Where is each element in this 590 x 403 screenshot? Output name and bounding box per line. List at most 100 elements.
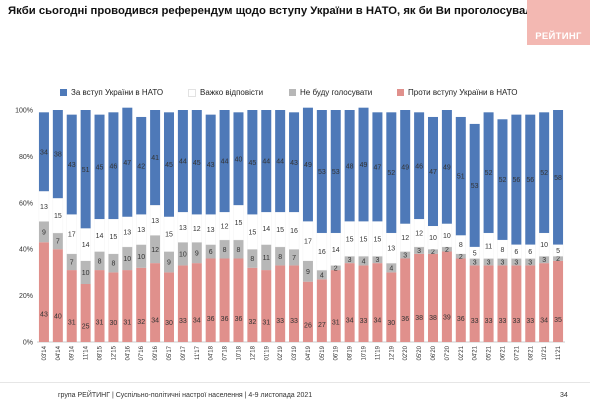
data-label: 13 <box>387 246 395 253</box>
data-label: 38 <box>429 315 437 322</box>
data-label: 3 <box>348 257 352 264</box>
bar-segment <box>302 260 313 282</box>
x-tick-label: 04'19 <box>306 345 312 360</box>
bar-segment <box>386 112 397 233</box>
data-label: 31 <box>68 319 76 326</box>
data-label: 25 <box>82 323 90 330</box>
data-label: 51 <box>457 174 465 181</box>
bar-segment <box>261 270 272 342</box>
data-label: 34 <box>193 318 201 325</box>
data-label: 9 <box>42 229 46 236</box>
data-label: 33 <box>360 318 368 325</box>
data-label: 33 <box>512 318 520 325</box>
x-tick-label: 11'19 <box>375 345 381 360</box>
bar-segment <box>163 272 175 342</box>
bar-segment <box>330 232 341 266</box>
bar-segment <box>108 272 119 342</box>
bar-segment <box>358 256 369 266</box>
brand-logo-text: РЕЙТИНГ <box>535 31 582 42</box>
data-label: 7 <box>70 260 74 267</box>
bar-segment <box>136 116 147 215</box>
data-label: 56 <box>512 177 520 184</box>
data-label: 44 <box>221 159 229 166</box>
data-label: 10 <box>540 242 548 249</box>
data-label: 15 <box>346 236 354 243</box>
bar-segment <box>52 232 63 250</box>
bar-segment <box>302 281 313 342</box>
bar-segment <box>66 253 77 271</box>
data-label: 14 <box>96 233 104 240</box>
data-label: 33 <box>471 318 479 325</box>
y-tick-label: 100% <box>15 108 33 115</box>
data-label: 7 <box>56 239 60 246</box>
data-label: 14 <box>262 226 270 233</box>
x-tick-label: 01'19 <box>264 345 270 360</box>
bar-segment <box>441 246 452 252</box>
data-label: 34 <box>540 318 548 325</box>
bar-segment <box>525 265 536 342</box>
data-label: 45 <box>96 164 104 171</box>
bar-segment <box>205 258 216 342</box>
data-label: 9 <box>167 260 171 267</box>
data-label: 47 <box>374 164 382 171</box>
bar-segment <box>344 110 355 222</box>
data-label: 53 <box>471 183 479 190</box>
bar-segment <box>38 242 49 342</box>
bar-segment <box>94 114 105 220</box>
data-label: 30 <box>110 320 118 327</box>
bar-segment <box>358 265 369 342</box>
x-tick-label: 07'16 <box>139 345 145 360</box>
data-label: 52 <box>485 170 493 177</box>
bar-segment <box>427 253 439 342</box>
data-label: 15 <box>110 234 118 241</box>
data-label: 13 <box>123 229 131 236</box>
x-tick-label: 07'21 <box>514 345 520 360</box>
bar-segment <box>261 110 272 213</box>
data-label: 33 <box>526 318 534 325</box>
legend-item-against: Проти вступу України в НАТО <box>397 88 517 97</box>
data-label: 34 <box>151 318 159 325</box>
bar-segment <box>539 112 550 233</box>
legend-label-against: Проти вступу України в НАТО <box>408 88 518 97</box>
data-label: 49 <box>304 162 312 169</box>
bar-segment <box>483 258 494 266</box>
page-title: Якби сьогодні проводився референдум щодо… <box>8 5 547 17</box>
bar-segment <box>372 263 383 342</box>
data-label: 44 <box>276 159 284 166</box>
bar-segment <box>177 242 188 266</box>
bar-segment <box>233 239 244 259</box>
x-tick-label: 09'16 <box>153 345 159 360</box>
bar-segment <box>219 239 230 259</box>
bar-segment <box>553 256 564 261</box>
bar-segment <box>261 244 272 271</box>
legend-label-for: За вступ України в НАТО <box>71 88 164 97</box>
bar-segment <box>247 249 258 268</box>
data-label: 30 <box>165 320 173 327</box>
data-label: 12 <box>221 224 229 231</box>
bar-segment <box>525 258 536 266</box>
data-label: 10 <box>82 270 90 277</box>
data-label: 8 <box>98 258 102 265</box>
data-label: 36 <box>457 316 465 323</box>
data-label: 44 <box>262 159 270 166</box>
x-tick-label: 12'18 <box>250 345 256 360</box>
data-label: 34 <box>40 149 48 156</box>
x-tick-label: 08'15 <box>98 345 104 360</box>
data-label: 53 <box>332 169 340 176</box>
data-label: 15 <box>360 236 368 243</box>
data-label: 8 <box>501 247 505 254</box>
data-label: 2 <box>334 265 338 272</box>
bar-segment <box>539 263 550 342</box>
data-label: 43 <box>68 162 76 169</box>
legend-item-for: За вступ України в НАТО <box>60 88 163 97</box>
data-label: 36 <box>235 316 243 323</box>
bar-segment <box>80 110 91 229</box>
x-tick-label: 05'20 <box>417 345 423 360</box>
bar-segment <box>455 253 466 259</box>
data-label: 3 <box>417 248 421 255</box>
data-label: 3 <box>403 253 407 260</box>
data-label: 15 <box>54 213 62 220</box>
data-label: 43 <box>207 162 215 169</box>
bar-segment <box>414 112 425 220</box>
data-label: 33 <box>276 318 284 325</box>
